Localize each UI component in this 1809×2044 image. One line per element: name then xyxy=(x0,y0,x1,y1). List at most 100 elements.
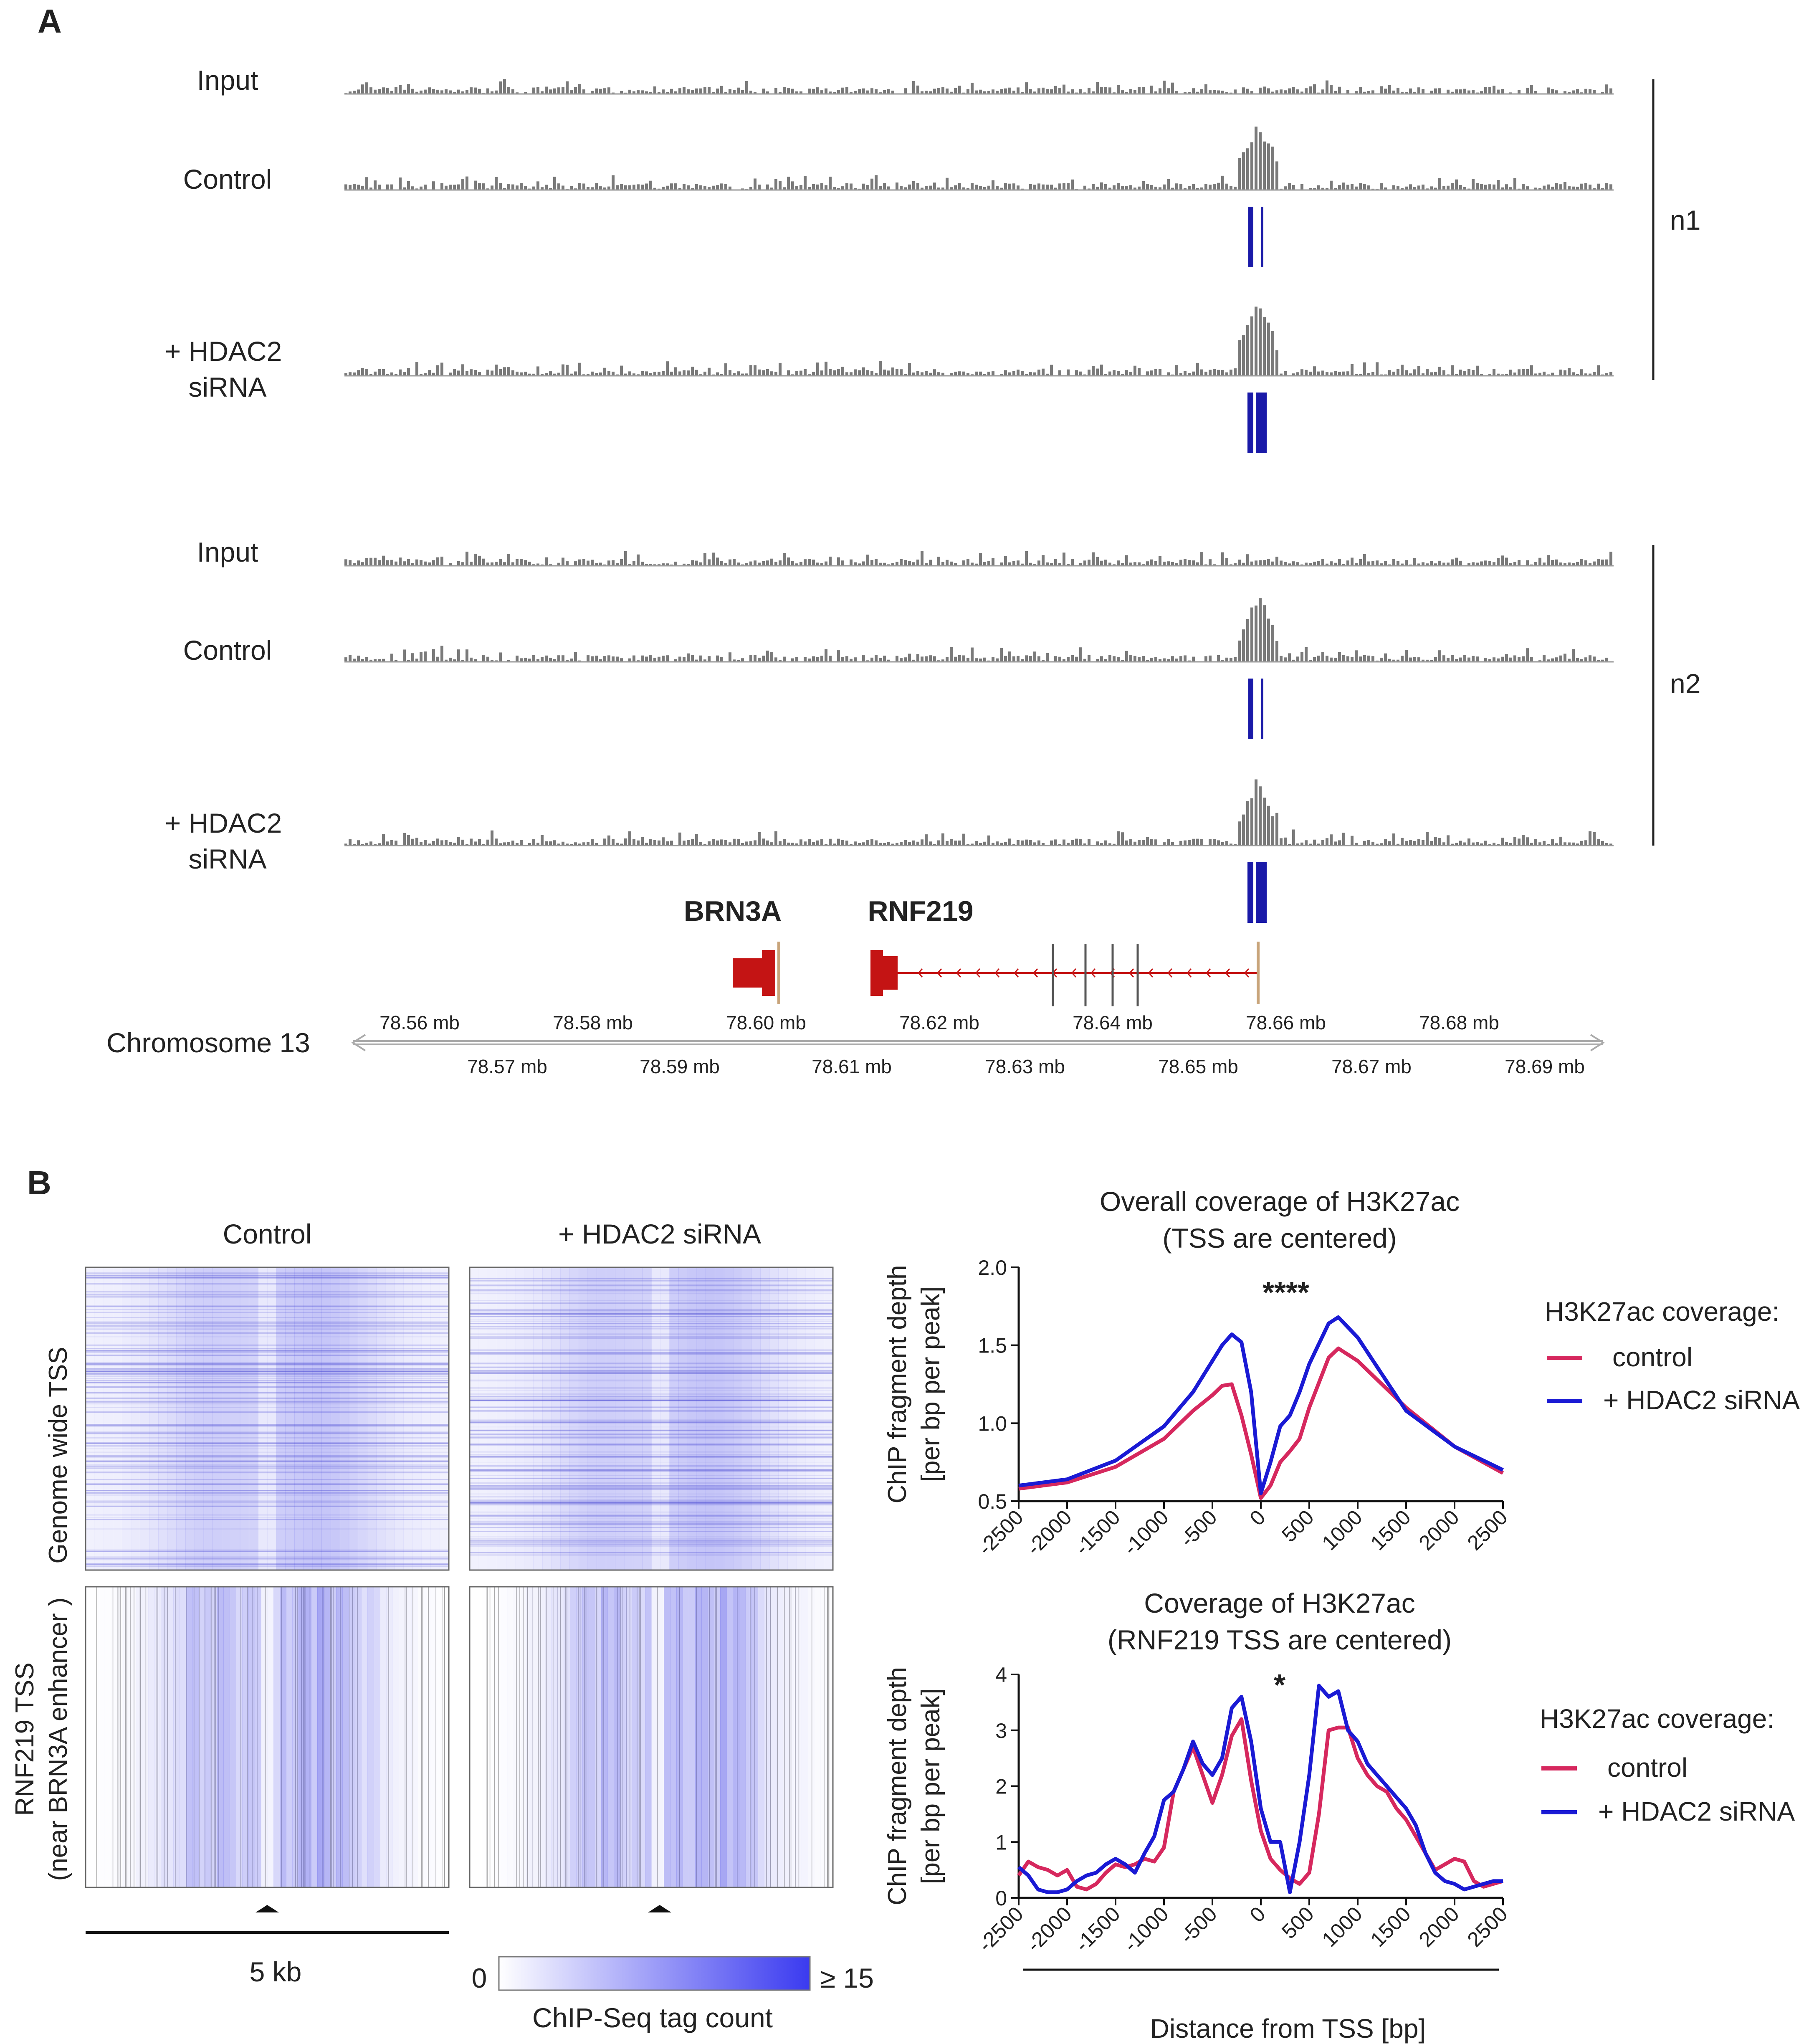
x-tick-label: 2000 xyxy=(1414,1505,1464,1555)
x-tick-label: -2500 xyxy=(974,1902,1028,1956)
x-tick-label: -500 xyxy=(1175,1505,1221,1551)
mb-tick-78-67: 78.67 mb xyxy=(1331,1056,1412,1077)
gene-model-brn3a xyxy=(733,942,780,1004)
y-tick-label: 1 xyxy=(995,1831,1007,1854)
heatmap xyxy=(469,1586,834,1888)
tss-marker-hdac2 xyxy=(648,1905,671,1912)
track-label-n1-control: Control xyxy=(183,164,272,195)
line-charts: Overall coverage of H3K27ac (TSS are cent… xyxy=(883,1186,1512,1956)
track-label-n1-hdac2-line2: siRNA xyxy=(188,372,266,403)
coverage-track xyxy=(344,598,1614,663)
x-tick-label: 500 xyxy=(1277,1902,1318,1943)
colorbar xyxy=(498,1956,811,1991)
y-tick-label: 1.0 xyxy=(978,1412,1007,1435)
mb-tick-78-62: 78.62 mb xyxy=(899,1012,979,1033)
line-chart-2: Coverage of H3K27ac (RNF219 TSS are cente… xyxy=(883,1588,1512,1956)
coverage-track xyxy=(344,306,1614,377)
track-label-n2-control: Control xyxy=(183,635,272,666)
x-tick-label: -500 xyxy=(1175,1902,1221,1948)
track-label-n1-hdac2: + HDAC2 xyxy=(165,336,282,367)
x-tick-label: 500 xyxy=(1277,1505,1318,1547)
peak-call xyxy=(1248,679,1263,739)
colorbar-max: ≥ 15 xyxy=(820,1963,874,1993)
heatmap-title-control: Control xyxy=(223,1218,312,1249)
x-tick-label: -2000 xyxy=(1022,1902,1076,1956)
legend-label-control-2: control xyxy=(1607,1753,1688,1783)
heatmap xyxy=(85,1266,450,1571)
mb-tick-78-65: 78.65 mb xyxy=(1158,1056,1238,1077)
mb-tick-78-56: 78.56 mb xyxy=(380,1012,460,1033)
coverage-track xyxy=(344,779,1614,846)
track-label-n2-hdac2: + HDAC2 xyxy=(165,808,282,838)
y-axis-label: ChIP fragment depth xyxy=(883,1265,912,1504)
y-tick-label: 2 xyxy=(995,1775,1007,1798)
legend-title-1: H3K27ac coverage: xyxy=(1545,1297,1779,1327)
colorbar-title: ChIP-Seq tag count xyxy=(532,2002,773,2033)
chart-title: Coverage of H3K27ac xyxy=(1144,1588,1415,1618)
mb-tick-78-60: 78.60 mb xyxy=(726,1012,806,1033)
x-tick-label: 0 xyxy=(1245,1505,1270,1530)
peak-call xyxy=(1247,862,1267,923)
heatmap-title-hdac2: + HDAC2 siRNA xyxy=(558,1218,761,1249)
tss-marker-control xyxy=(256,1905,279,1912)
legend-label-hdac2-1: + HDAC2 siRNA xyxy=(1603,1385,1800,1415)
replicate-label-n2: n2 xyxy=(1670,668,1700,699)
y-axis-label: ChIP fragment depth xyxy=(883,1667,912,1905)
gene-model-rnf219 xyxy=(870,942,1260,1006)
x-tick-label: -1500 xyxy=(1070,1505,1125,1560)
x-tick-label: 2500 xyxy=(1463,1902,1512,1951)
replicate-label-n1: n1 xyxy=(1670,205,1700,236)
row-label-rnf219-line2: (near BRN3A enhancer ) xyxy=(44,1598,73,1881)
chart-title: (RNF219 TSS are centered) xyxy=(1108,1624,1452,1655)
mb-tick-78-64: 78.64 mb xyxy=(1073,1012,1153,1033)
y-axis-label: [per bp per peak] xyxy=(916,1287,945,1482)
x-tick-label: 0 xyxy=(1245,1902,1270,1927)
track-label-n2-input: Input xyxy=(197,537,258,567)
mb-tick-78-58: 78.58 mb xyxy=(553,1012,633,1033)
x-tick-label: 2000 xyxy=(1414,1902,1464,1951)
xaxis-label: Distance from TSS [bp] xyxy=(1150,2014,1426,2044)
heatmap xyxy=(85,1586,450,1888)
chart-title: Overall coverage of H3K27ac xyxy=(1100,1186,1460,1217)
y-tick-label: 2.0 xyxy=(978,1256,1007,1279)
coverage-track xyxy=(344,551,1614,567)
legend-label-control-1: control xyxy=(1612,1342,1693,1372)
coverage-track xyxy=(344,127,1614,191)
mb-tick-78-69: 78.69 mb xyxy=(1505,1056,1585,1077)
x-tick-label: 1000 xyxy=(1318,1902,1367,1951)
x-tick-label: 1000 xyxy=(1318,1505,1367,1555)
significance-marker: * xyxy=(1274,1669,1285,1702)
peak-call xyxy=(1248,207,1263,267)
panel-b-letter: B xyxy=(27,1164,51,1201)
chromosome-axis xyxy=(351,1034,1605,1051)
x-tick-label: 1500 xyxy=(1366,1902,1415,1951)
x-tick-label: 2500 xyxy=(1463,1505,1512,1555)
mb-tick-78-61: 78.61 mb xyxy=(812,1056,892,1077)
coverage-track xyxy=(344,79,1614,95)
scale-label: 5 kb xyxy=(250,1956,302,1987)
heatmap xyxy=(469,1266,834,1571)
track-label-n2-hdac2-line2: siRNA xyxy=(188,843,266,874)
significance-marker: **** xyxy=(1263,1276,1309,1309)
y-tick-label: 1.5 xyxy=(978,1334,1007,1358)
x-tick-label: -1000 xyxy=(1119,1505,1173,1560)
gene-label-rnf219: RNF219 xyxy=(868,895,973,927)
mb-tick-78-57: 78.57 mb xyxy=(467,1056,547,1077)
x-tick-label: -2000 xyxy=(1022,1505,1076,1560)
series-line xyxy=(1018,1315,1504,1495)
y-axis-label: [per bp per peak] xyxy=(916,1688,945,1884)
x-tick-label: -1500 xyxy=(1070,1902,1125,1956)
y-tick-label: 3 xyxy=(995,1719,1007,1743)
heatmaps xyxy=(85,1266,834,1888)
chromosome-label: Chromosome 13 xyxy=(106,1027,310,1058)
colorbar-min: 0 xyxy=(472,1963,487,1993)
y-tick-label: 0 xyxy=(995,1887,1007,1910)
mb-tick-78-59: 78.59 mb xyxy=(640,1056,720,1077)
mb-tick-78-68: 78.68 mb xyxy=(1419,1012,1499,1033)
mb-tick-78-63: 78.63 mb xyxy=(985,1056,1065,1077)
chart-title: (TSS are centered) xyxy=(1162,1223,1397,1254)
y-tick-label: 4 xyxy=(995,1663,1007,1687)
genome-tracks xyxy=(344,79,1614,923)
peak-call xyxy=(1247,393,1267,453)
